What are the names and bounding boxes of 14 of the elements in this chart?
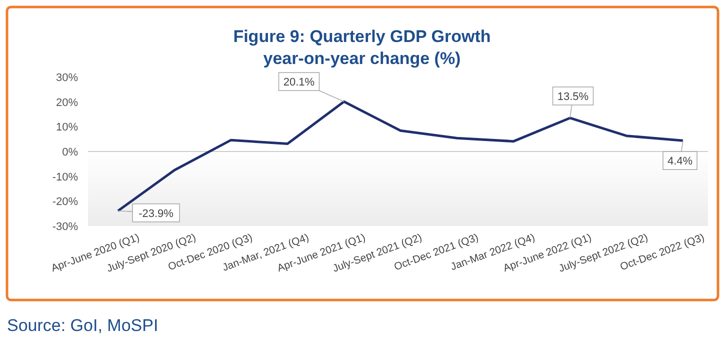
data-label: 20.1% xyxy=(283,76,315,89)
y-tick-label: -30% xyxy=(52,221,78,233)
source-note: Source: GoI, MoSPI xyxy=(7,316,158,335)
y-tick-label: -10% xyxy=(52,171,78,184)
chart-subtitle: year-on-year change (%) xyxy=(263,49,461,68)
y-tick-label: 30% xyxy=(56,72,78,84)
data-label: -23.9% xyxy=(138,208,174,220)
y-tick-label: 10% xyxy=(56,122,78,134)
chart-title: Figure 9: Quarterly GDP Growth xyxy=(233,27,491,46)
data-label: 4.4% xyxy=(667,156,693,168)
data-label: 13.5% xyxy=(557,90,589,103)
y-tick-label: 20% xyxy=(56,96,78,109)
y-tick-label: -20% xyxy=(52,196,78,208)
y-tick-label: 0% xyxy=(62,146,78,158)
